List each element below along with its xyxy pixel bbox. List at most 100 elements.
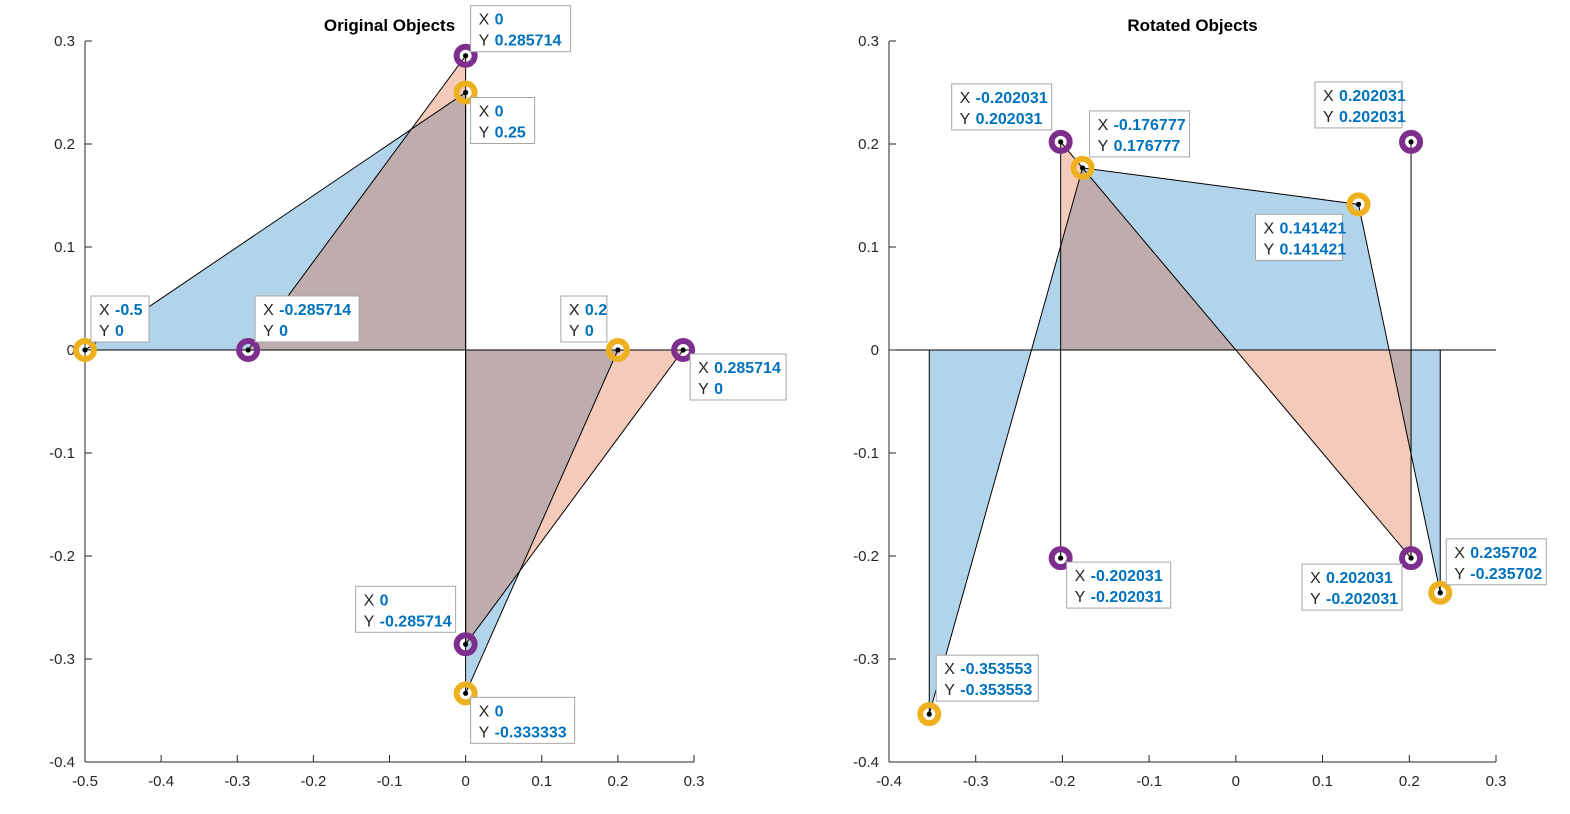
- y-tick-label: -0.2: [49, 548, 75, 565]
- datatip[interactable]: X -0.202031 Y -0.202031: [1066, 561, 1172, 609]
- datatip-marker[interactable]: [1070, 155, 1095, 180]
- datatip[interactable]: X 0Y 0.285714: [470, 5, 572, 53]
- datatip[interactable]: X -0.285714 Y 0: [254, 295, 360, 343]
- datatip-y-label: Y: [364, 613, 375, 630]
- datatip-marker-dot: [1355, 201, 1362, 207]
- datatip-x-label: X: [479, 12, 490, 29]
- datatip[interactable]: X 0Y -0.285714: [355, 585, 457, 633]
- datatip-box: [1301, 563, 1403, 611]
- datatip-marker-dot: [615, 347, 621, 353]
- y-tick-label: -0.2: [853, 548, 879, 565]
- datatip[interactable]: X 0.202031 Y 0.202031: [1314, 81, 1406, 129]
- datatip[interactable]: X -0.202031 Y 0.202031: [951, 83, 1053, 131]
- datatip-marker-dot: [1408, 139, 1414, 145]
- datatip-marker[interactable]: [453, 43, 478, 68]
- datatip-y-value: 0: [279, 323, 288, 340]
- datatip-y-value: -0.333333: [495, 724, 567, 741]
- datatip-x-label: X: [698, 360, 709, 377]
- area-edge-series-1: [928, 167, 1441, 715]
- datatip-x-value: 0: [380, 592, 389, 609]
- datatip-y-label: Y: [479, 125, 490, 142]
- datatip-box: [470, 5, 572, 53]
- datatip[interactable]: X -0.353553 Y -0.353553: [935, 654, 1039, 702]
- datatip-marker-dot: [245, 347, 251, 353]
- datatip[interactable]: X 0Y 0.25: [470, 97, 536, 144]
- datatip-marker[interactable]: [1048, 129, 1073, 154]
- datatip-box: [1314, 81, 1403, 129]
- datatip-box: [355, 585, 457, 633]
- datatip-box: [935, 654, 1039, 702]
- datatip-marker[interactable]: [73, 338, 97, 362]
- datatip-x-label: X: [569, 302, 580, 319]
- y-tick-label: 0: [67, 342, 75, 359]
- datatip-y-value: -0.285714: [380, 613, 452, 630]
- datatip-box: [470, 97, 536, 144]
- x-tick-label: -0.3: [963, 773, 989, 790]
- datatip-marker[interactable]: [605, 338, 630, 362]
- y-tick-label: -0.3: [49, 651, 75, 668]
- x-tick-label: -0.5: [72, 773, 98, 790]
- datatip-marker-dot: [463, 690, 469, 696]
- datatip-marker-dot: [926, 711, 932, 717]
- datatip-x-value: -0.285714: [279, 302, 351, 319]
- datatip-x-label: X: [1454, 545, 1465, 562]
- datatip-y-value: 0.202031: [976, 111, 1043, 128]
- datatip-x-value: -0.353553: [960, 661, 1032, 678]
- datatip[interactable]: X 0.2 Y 0: [560, 295, 608, 343]
- datatip-marker[interactable]: [453, 632, 478, 657]
- datatip-marker[interactable]: [453, 80, 478, 105]
- datatip-marker[interactable]: [671, 338, 696, 362]
- y-tick-label: 0: [871, 342, 879, 359]
- y-tick-label: -0.1: [49, 445, 75, 462]
- datatip-marker[interactable]: [453, 681, 478, 706]
- datatip-marker-dot: [463, 89, 469, 96]
- datatip[interactable]: X 0.285714 Y 0: [689, 353, 787, 401]
- datatip-y-label: Y: [479, 33, 490, 50]
- datatip-y-value: 0: [714, 381, 723, 398]
- y-tick-label: 0.1: [54, 239, 75, 256]
- datatip-y-label: Y: [944, 682, 955, 699]
- y-tick-label: -0.1: [853, 445, 879, 462]
- datatip-x-label: X: [479, 703, 490, 720]
- area-fill-series-1: [929, 167, 1441, 715]
- datatip-marker[interactable]: [1048, 546, 1073, 571]
- datatip-y-value: 0.141421: [1279, 241, 1346, 258]
- datatip-marker[interactable]: [1399, 129, 1424, 154]
- datatip[interactable]: X 0Y -0.333333: [470, 696, 576, 744]
- datatip-y-label: Y: [1310, 591, 1321, 608]
- datatip-y-label: Y: [569, 323, 580, 340]
- datatip[interactable]: X -0.176777 Y 0.176777: [1089, 110, 1191, 158]
- datatip-marker[interactable]: [236, 338, 261, 362]
- datatip[interactable]: X 0.235702 Y -0.235702: [1445, 538, 1547, 586]
- datatip-x-label: X: [479, 104, 490, 121]
- datatip-marker-dot: [1058, 139, 1064, 145]
- datatip-x-label: X: [1075, 568, 1086, 585]
- datatip-marker[interactable]: [917, 702, 942, 727]
- datatip[interactable]: X 0.141421 Y 0.141421: [1254, 213, 1346, 261]
- y-tick-label: 0.3: [858, 33, 879, 50]
- datatip[interactable]: X 0.202031 Y -0.202031: [1301, 563, 1403, 611]
- datatip-x-value: -0.176777: [1114, 117, 1186, 134]
- datatip-y-label: Y: [479, 724, 490, 741]
- datatip-marker-dot: [463, 641, 469, 647]
- datatip-x-label: X: [1098, 117, 1109, 134]
- x-tick-label: -0.1: [1136, 773, 1162, 790]
- datatip-marker[interactable]: [1346, 192, 1371, 217]
- datatip-box: [689, 353, 787, 401]
- x-tick-label: 0.1: [1312, 773, 1333, 790]
- datatip-marker[interactable]: [1399, 546, 1424, 571]
- datatip-marker-dot: [463, 53, 469, 59]
- datatip-x-label: X: [263, 302, 274, 319]
- datatip-x-value: 0.235702: [1470, 545, 1537, 562]
- datatip-marker-dot: [1079, 165, 1086, 171]
- datatip[interactable]: X -0.5 Y 0: [90, 295, 150, 343]
- datatip-x-value: 0: [495, 703, 504, 720]
- datatip-y-label: Y: [698, 381, 709, 398]
- datatip-x-label: X: [1323, 88, 1334, 105]
- x-tick-label: -0.2: [300, 773, 326, 790]
- y-tick-label: -0.4: [49, 754, 75, 771]
- datatip-x-value: 0.141421: [1279, 220, 1346, 237]
- datatip-marker[interactable]: [1428, 580, 1453, 605]
- y-tick-label: -0.3: [853, 651, 879, 668]
